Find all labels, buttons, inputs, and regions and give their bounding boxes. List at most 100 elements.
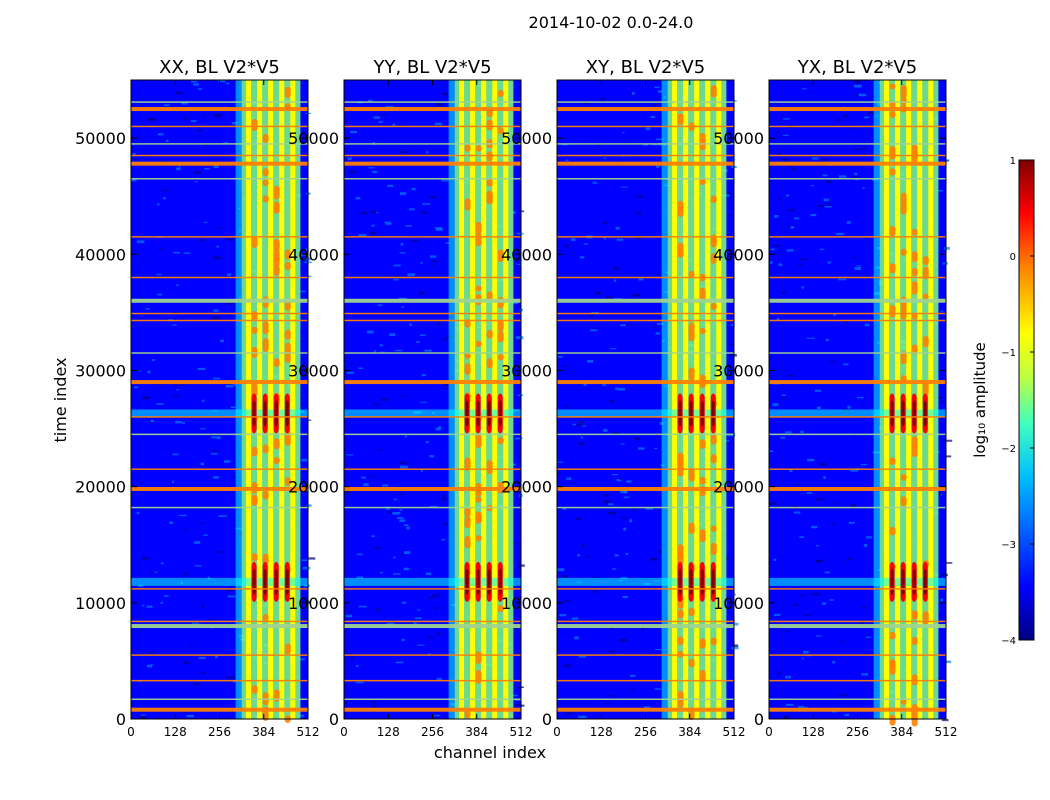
flagged-row bbox=[557, 178, 734, 180]
noise-cell bbox=[400, 243, 404, 246]
flagged-row bbox=[344, 433, 521, 436]
noise-cell bbox=[517, 394, 524, 397]
noise-cell bbox=[794, 217, 799, 220]
signal-blob bbox=[710, 454, 717, 464]
noise-cell bbox=[370, 476, 376, 478]
noise-cell bbox=[405, 225, 413, 227]
signal-blob bbox=[688, 607, 695, 617]
noise-cell bbox=[157, 133, 164, 136]
noise-cell bbox=[368, 167, 375, 169]
signal-blob bbox=[464, 457, 471, 472]
burst-core bbox=[689, 568, 693, 595]
noise-cell bbox=[432, 594, 441, 597]
noise-cell bbox=[654, 448, 658, 450]
signal-blob bbox=[911, 344, 918, 355]
noise-cell bbox=[846, 221, 851, 224]
noise-cell bbox=[578, 655, 587, 658]
signal-blob bbox=[464, 144, 471, 152]
noise-cell bbox=[212, 450, 217, 452]
flagged-row bbox=[557, 143, 734, 145]
noise-cell bbox=[517, 341, 520, 344]
x-tick-label: 512 bbox=[510, 725, 533, 739]
noise-cell bbox=[176, 284, 179, 287]
noise-cell bbox=[818, 462, 827, 466]
noise-cell bbox=[608, 503, 614, 506]
noise-cell bbox=[576, 423, 584, 426]
noise-cell bbox=[866, 536, 872, 539]
signal-blob bbox=[497, 319, 504, 332]
noise-cell bbox=[807, 337, 815, 339]
noise-cell bbox=[631, 688, 634, 691]
y-tick-label: 30000 bbox=[288, 361, 339, 380]
burst-core bbox=[912, 568, 916, 595]
noise-cell bbox=[223, 142, 228, 144]
noise-cell bbox=[657, 90, 663, 93]
noise-cell bbox=[940, 598, 943, 602]
noise-cell bbox=[557, 461, 564, 463]
panel-title: YX, BL V2*V5 bbox=[797, 57, 917, 78]
noise-cell bbox=[851, 257, 857, 259]
signal-blob bbox=[889, 661, 896, 675]
noise-cell bbox=[441, 538, 446, 541]
flagged-row bbox=[344, 624, 521, 629]
x-axis-label: channel index bbox=[434, 743, 546, 762]
noise-cell bbox=[564, 600, 571, 602]
flagged-row bbox=[769, 107, 946, 112]
noise-cell bbox=[776, 318, 780, 321]
flagged-row bbox=[131, 679, 308, 682]
flagged-row bbox=[557, 236, 734, 238]
noise-cell bbox=[613, 279, 617, 282]
noise-cell bbox=[844, 713, 850, 717]
noise-cell bbox=[659, 421, 664, 425]
y-tick-label: 30000 bbox=[501, 361, 552, 380]
signal-blob bbox=[900, 351, 907, 365]
noise-cell bbox=[358, 367, 364, 369]
burst-band bbox=[131, 409, 308, 418]
noise-cell bbox=[147, 117, 155, 121]
noise-cell bbox=[732, 622, 739, 626]
noise-cell bbox=[854, 172, 858, 176]
noise-cell bbox=[616, 238, 624, 241]
signal-blob bbox=[262, 321, 269, 330]
signal-blob bbox=[262, 338, 269, 352]
noise-cell bbox=[213, 309, 219, 312]
signal-blob bbox=[486, 291, 493, 300]
noise-cell bbox=[431, 260, 439, 262]
y-tick-label: 20000 bbox=[501, 478, 552, 497]
noise-cell bbox=[436, 632, 441, 636]
burst-core bbox=[678, 400, 682, 427]
noise-cell bbox=[203, 115, 207, 117]
noise-cell bbox=[602, 221, 608, 224]
noise-cell bbox=[943, 246, 950, 250]
noise-cell bbox=[435, 103, 443, 106]
noise-cell bbox=[655, 165, 660, 168]
noise-cell bbox=[558, 356, 563, 358]
noise-cell bbox=[215, 655, 218, 659]
noise-cell bbox=[361, 211, 367, 215]
colorbar-tick-label: 0 bbox=[1010, 252, 1016, 263]
noise-cell bbox=[802, 88, 807, 90]
noise-cell bbox=[785, 431, 792, 434]
flagged-row bbox=[131, 236, 308, 238]
noise-cell bbox=[821, 158, 829, 161]
noise-cell bbox=[788, 209, 795, 212]
noise-cell bbox=[853, 175, 858, 179]
signal-blob bbox=[464, 516, 471, 529]
noise-cell bbox=[374, 403, 380, 406]
noise-cell bbox=[183, 661, 190, 664]
y-tick-label: 50000 bbox=[501, 129, 552, 148]
flagged-row bbox=[344, 468, 521, 470]
noise-cell bbox=[201, 605, 205, 609]
noise-cell bbox=[804, 614, 811, 616]
x-tick-label: 384 bbox=[465, 725, 488, 739]
noise-cell bbox=[614, 554, 619, 557]
noise-cell bbox=[558, 515, 562, 518]
noise-cell bbox=[726, 557, 729, 560]
y-tick-label: 30000 bbox=[75, 361, 126, 380]
noise-cell bbox=[613, 431, 619, 435]
signal-blob bbox=[889, 168, 896, 176]
noise-cell bbox=[409, 323, 413, 326]
noise-cell bbox=[194, 180, 198, 183]
noise-cell bbox=[421, 374, 426, 377]
channel-line bbox=[481, 80, 487, 719]
